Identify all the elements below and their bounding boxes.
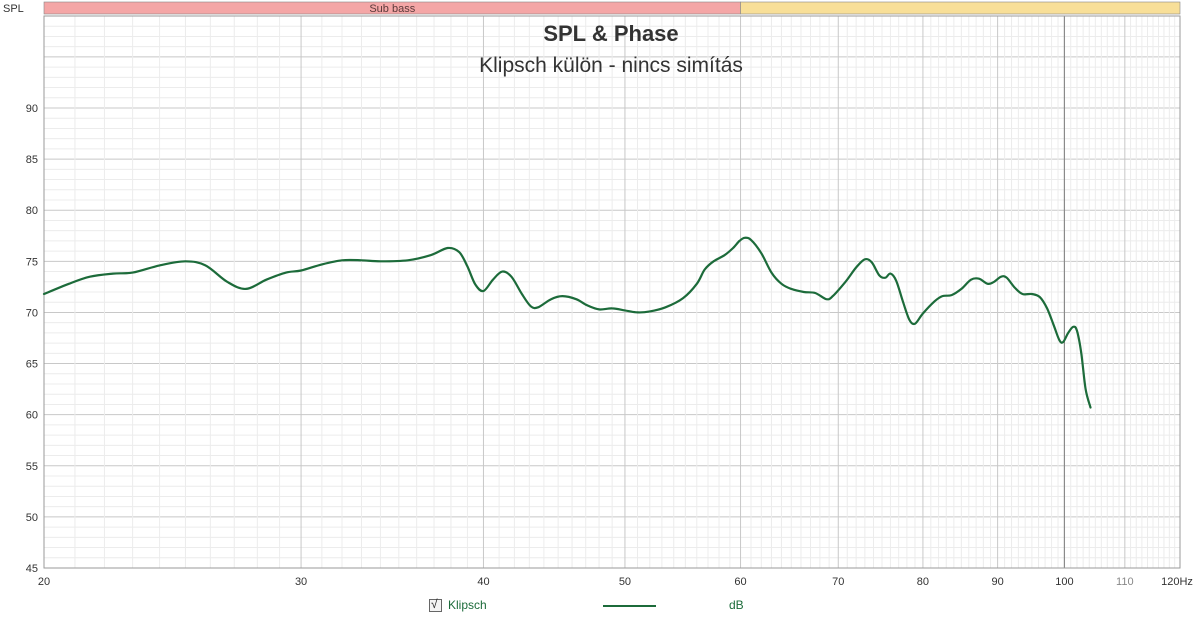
y-tick-label: 80: [26, 205, 38, 217]
legend-series-label: Klipsch: [448, 598, 487, 612]
klipsch-spl-curve: [42, 236, 1092, 409]
x-tick-label: 90: [991, 576, 1003, 588]
chart-subtitle: Klipsch külön - nincs simítás: [479, 54, 743, 77]
y-tick-label: 55: [26, 461, 38, 473]
y-tick-label: 45: [26, 563, 38, 575]
band-label: Sub bass: [369, 3, 415, 15]
legend-checkbox[interactable]: √: [429, 597, 442, 612]
y-tick-label: 60: [26, 410, 38, 422]
legend-unit-label: dB: [729, 598, 744, 612]
y-tick-label: 75: [26, 256, 38, 268]
x-tick-label: 60: [734, 576, 746, 588]
x-tick-label: 40: [477, 576, 489, 588]
legend-line-swatch: [603, 605, 656, 607]
y-tick-label: 50: [26, 512, 38, 524]
y-tick-label: 85: [26, 154, 38, 166]
frequency-band-1: [740, 1, 1181, 15]
x-tick-label: 80: [917, 576, 929, 588]
chart-title: SPL & Phase: [543, 21, 678, 46]
y-axis-label: SPL: [3, 3, 24, 15]
y-tick-label: 70: [26, 307, 38, 319]
x-tick-label: 70: [832, 576, 844, 588]
y-tick-label: 65: [26, 359, 38, 371]
x-tick-label: 30: [295, 576, 307, 588]
x-tick-label: 50: [619, 576, 631, 588]
x-tick-label: 20: [38, 576, 50, 588]
x-axis-end-label: 120Hz: [1161, 576, 1193, 588]
y-tick-label: 90: [26, 103, 38, 115]
x-tick-label: 100: [1055, 576, 1073, 588]
x-minor-tick-label: 110: [1116, 576, 1134, 588]
plot-frame: [43, 15, 1181, 569]
